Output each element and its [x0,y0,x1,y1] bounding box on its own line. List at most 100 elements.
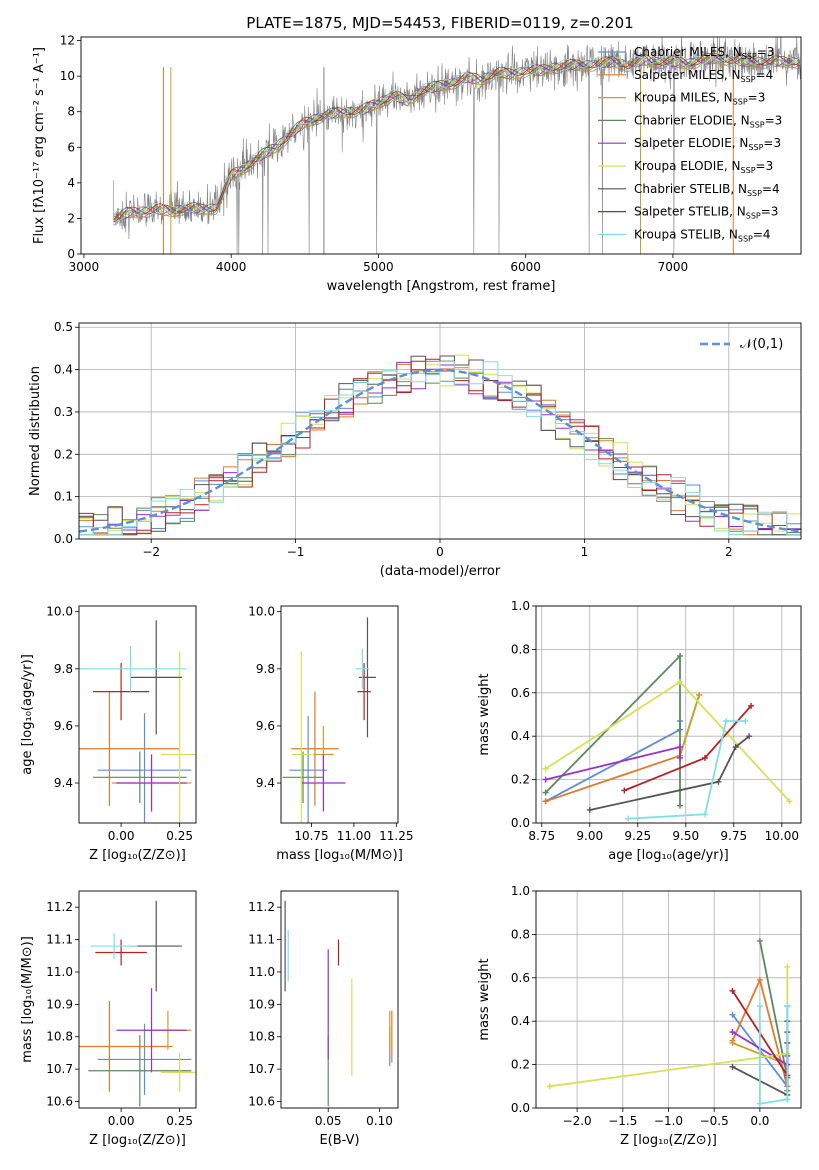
y-tick-label: 0.2 [54,447,73,461]
legend-label: Kroupa STELIB, NSSP=4 [634,227,771,243]
mass-weight-marker [729,1029,736,1036]
axes-frame [280,890,399,1109]
y-tick-label: 4 [67,176,75,190]
y-tick-label: 0 [67,247,75,261]
x-tick-label: 9.00 [576,829,603,843]
x-axis-label: age [log₁₀(age/yr)] [608,848,729,863]
legend-count: =4 [756,68,774,82]
mass-weight-marker [621,787,628,794]
x-tick-label: 1 [581,545,589,559]
mass-weight-marker [715,778,722,785]
y-tick-label: 6 [67,140,75,154]
panel-residuals: −2 −1 0 1 2 0.0 0.1 0.2 0.3 0.4 0.5 (data-model)/er… [28,320,802,579]
y-axis-label: age [log₁₀(age/yr)] [20,654,35,775]
x-tick-label: 6000 [510,260,541,274]
axes-frame [535,605,802,824]
panel-mass_weight_vs_Z: −2.0 −1.5 −1.0 −0.5 0.0 0.0 0.2 0.4 0.6 0.8 1.0 Z [… [477,884,802,1148]
y-tick-label: 9.4 [256,776,275,790]
mass-weight-marker [732,744,739,751]
legend-subscript: SSP [742,52,757,61]
y-tick-label: 10.0 [248,605,275,619]
residual-histogram [79,361,801,536]
y-tick-label: 10.0 [46,605,73,619]
model-spectrum-line [113,52,801,223]
plot-area [79,900,196,1107]
x-tick-label: 11.25 [379,829,413,843]
axes-frame [78,322,802,540]
x-tick-label: 10.00 [765,829,799,843]
mass-weight-marker [729,1039,736,1046]
mass-weight-line [589,735,750,811]
legend-subscript: SSP [748,143,763,152]
y-axis-label: Flux [fλ10⁻¹⁷ erg cm⁻² s⁻¹ A⁻¹] [32,47,47,244]
mass-weight-line [759,1006,789,1105]
legend-label: Kroupa MILES, NSSP=3 [634,91,765,107]
y-tick-label: 11.0 [46,965,73,979]
mass-weight-marker [677,754,684,761]
x-tick-label: 0.00 [108,1114,135,1128]
x-tick-label: 0.10 [366,1114,393,1128]
x-axis-label: Z [log₁₀(Z/Z⊙)] [89,1133,186,1148]
legend-count: =3 [763,136,781,150]
x-tick-label: 10.75 [294,829,328,843]
mass-weight-marker [729,1011,736,1018]
mass-weight-marker [542,776,549,783]
x-axis-label: mass [log₁₀(M/M⊙)] [276,848,403,863]
panel-spectrum: 3000 4000 5000 6000 7000 0 2 4 6 8 10 12 wavelength … [32,34,802,294]
y-tick-label: 11.1 [46,933,73,947]
axes-frame [535,890,802,1109]
x-tick-label: −1.0 [654,1114,683,1128]
panel-age_vs_Z: 0.00 0.25 9.4 9.6 9.8 10.0 Z [log₁₀(Z/Z⊙)] age … [20,605,197,863]
mass-weight-line [679,694,701,756]
mass-weight-marker [742,718,749,725]
x-tick-label: 9.75 [720,829,747,843]
axes-frame [78,605,197,824]
x-tick-label: 9.50 [672,829,699,843]
mass-weight-marker [546,1083,553,1090]
axes-frame [78,890,197,1109]
y-tick-label: 0.4 [54,363,73,377]
plot-area [546,937,791,1107]
axes-frame [80,36,802,255]
legend-count: =3 [756,159,774,173]
x-tick-label: 0 [436,545,444,559]
legend-subscript: SSP [741,75,756,84]
y-tick-label: 10.7 [46,1062,73,1076]
legend-subscript: SSP [750,120,765,129]
legend-label: Salpeter ELODIE, NSSP=3 [634,136,781,152]
legend-label: Chabrier MILES, NSSP=3 [634,45,774,61]
legend: 𝒩(0,1) [700,337,783,352]
mass-weight-marker [677,802,684,809]
legend-subscript: SSP [738,234,753,243]
x-tick-label: 0.0 [750,1114,769,1128]
y-tick-label: 10 [60,69,75,83]
mass-weight-marker [542,765,549,772]
legend-label: Kroupa ELODIE, NSSP=3 [634,159,773,175]
mass-weight-marker [786,798,793,805]
mass-weight-marker [756,1003,763,1010]
y-tick-label: 11.0 [248,965,275,979]
x-tick-label: 0.05 [315,1114,342,1128]
x-tick-label: −0.5 [700,1114,729,1128]
y-tick-label: 10.9 [46,997,73,1011]
x-axis-label: wavelength [Angstrom, rest frame] [327,279,556,294]
x-tick-label: 0.00 [108,829,135,843]
y-tick-label: 0.4 [511,729,530,743]
y-tick-label: 10.8 [248,1030,275,1044]
legend-label: Salpeter MILES, NSSP=4 [634,68,773,84]
mass-weight-line [628,720,746,820]
x-tick-label: −1.5 [608,1114,637,1128]
x-tick-label: −1 [287,545,305,559]
y-tick-label: 11.2 [46,900,73,914]
mass-weight-marker [586,806,593,813]
mass-weight-marker [677,652,684,659]
legend: Chabrier MILES, NSSP=3 Salpeter MILES, NS… [598,45,782,243]
y-axis-label: mass weight [477,958,492,1040]
mass-weight-marker [701,754,708,761]
legend-label: Chabrier STELIB, NSSP=4 [634,182,780,198]
mass-weight-marker [625,815,632,822]
mass-weight-marker [542,789,549,796]
x-tick-label: 8.75 [528,829,555,843]
y-tick-label: 0.3 [54,405,73,419]
y-tick-label: 0.8 [511,642,530,656]
